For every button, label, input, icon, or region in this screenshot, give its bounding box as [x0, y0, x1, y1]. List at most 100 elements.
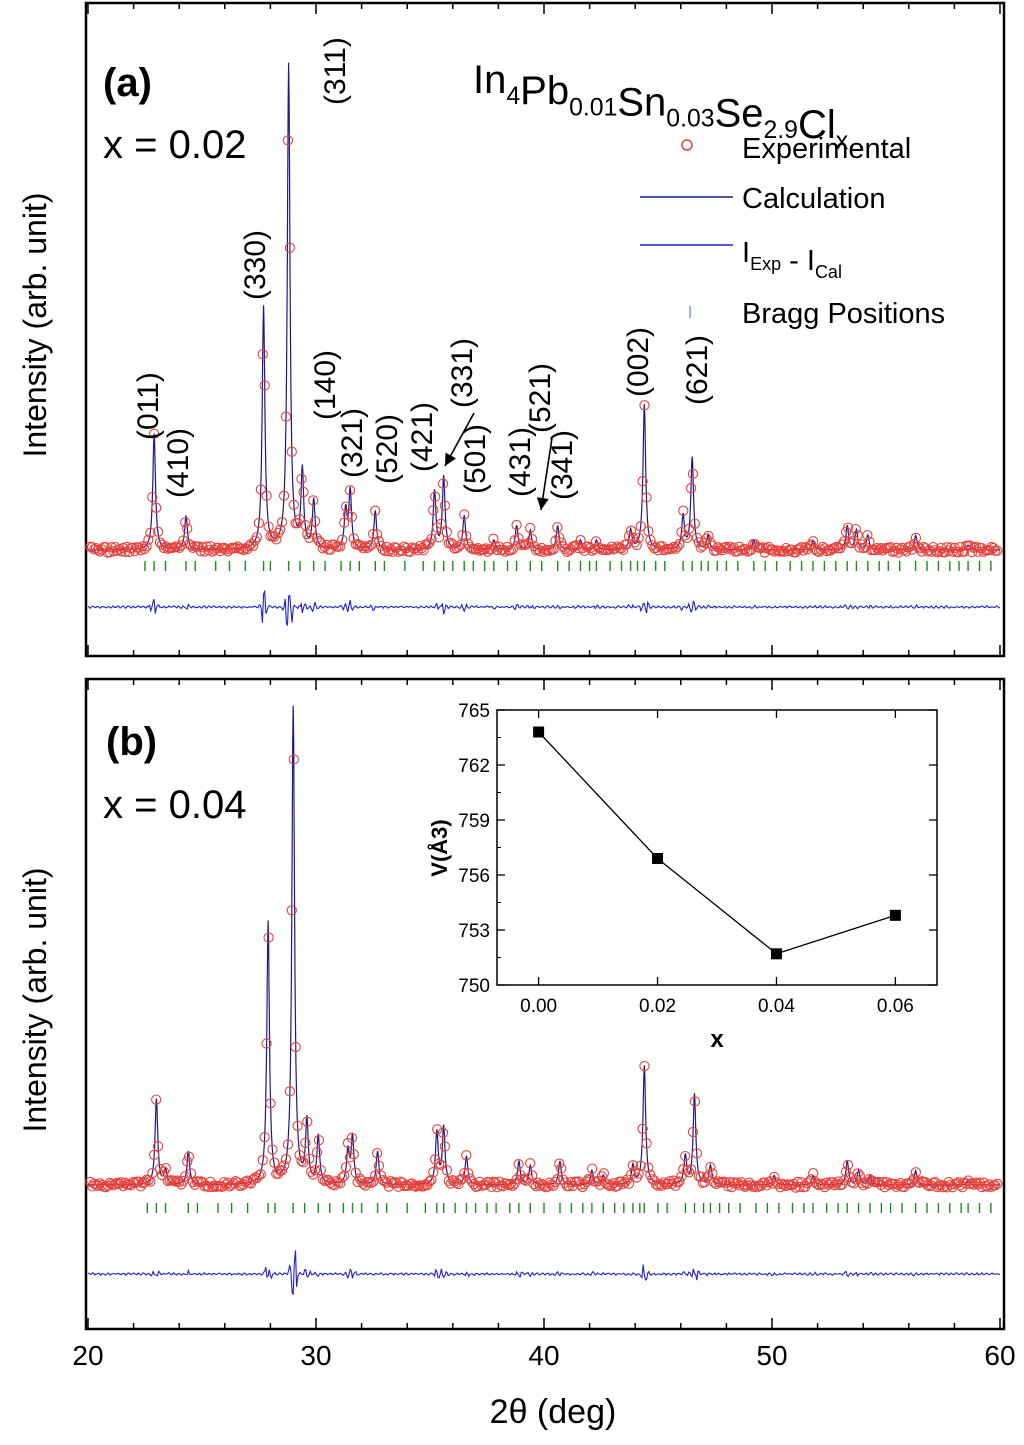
experimental-point — [284, 1086, 296, 1097]
inset-point — [533, 726, 545, 738]
experimental-point — [526, 534, 538, 545]
experimental-point — [344, 485, 356, 496]
experimental-point — [205, 1176, 216, 1187]
experimental-point — [290, 1041, 301, 1053]
experimental-point — [152, 526, 164, 537]
experimental-point — [631, 539, 642, 551]
experimental-point — [368, 1176, 379, 1187]
experimental-point — [885, 541, 896, 553]
experimental-point — [968, 1179, 980, 1190]
experimental-point — [154, 537, 166, 548]
inset-y-tick-label: 750 — [458, 976, 490, 997]
experimental-point — [970, 541, 982, 553]
hkl-label: (621) — [681, 335, 714, 405]
panel-a-bragg-ticks — [144, 561, 992, 571]
experimental-point — [459, 509, 470, 520]
experimental-point — [577, 1181, 588, 1193]
experimental-point — [480, 543, 491, 554]
experimental-point — [525, 522, 536, 534]
experimental-point — [453, 1178, 464, 1190]
experimental-point — [209, 1180, 220, 1191]
experimental-point — [587, 545, 598, 556]
experimental-point — [705, 1161, 716, 1173]
experimental-point — [183, 538, 195, 550]
experimental-point — [180, 517, 191, 528]
experimental-point — [368, 528, 379, 540]
hkl-label: (431) — [504, 427, 537, 497]
experimental-point — [172, 541, 183, 552]
experimental-point — [713, 1176, 724, 1187]
experimental-point — [282, 135, 294, 146]
experimental-point — [860, 541, 871, 553]
experimental-point — [635, 521, 646, 532]
experimental-point — [298, 1157, 309, 1168]
experimental-point — [433, 1158, 445, 1169]
experimental-point — [309, 516, 321, 527]
experimental-point — [294, 514, 305, 525]
experimental-point — [371, 1148, 383, 1159]
experimental-point — [265, 1098, 276, 1109]
experimental-point — [691, 532, 703, 543]
experimental-point — [625, 525, 637, 536]
experimental-point — [110, 1178, 121, 1190]
hkl-arrowhead — [445, 452, 457, 466]
experimental-point — [439, 500, 451, 511]
experimental-point — [340, 1162, 352, 1173]
experimental-point — [300, 1137, 311, 1148]
experimental-point — [854, 1170, 865, 1181]
experimental-point — [554, 532, 565, 543]
experimental-point — [247, 540, 259, 551]
experimental-point — [680, 1150, 691, 1162]
experimental-point — [238, 1179, 249, 1190]
experimental-point — [344, 1152, 356, 1163]
experimental-point — [837, 539, 848, 550]
inset-y-tick-label: 765 — [458, 701, 490, 722]
hkl-label: (140) — [309, 350, 342, 420]
experimental-point — [689, 518, 701, 529]
hkl-arrowhead — [536, 497, 549, 510]
experimental-point — [308, 1169, 319, 1180]
experimental-point — [309, 1164, 321, 1176]
experimental-point — [986, 541, 997, 553]
experimental-point — [276, 1165, 288, 1176]
legend-calculation-label: Calculation — [742, 183, 885, 215]
experimental-point — [943, 545, 954, 556]
experimental-point — [676, 1171, 687, 1182]
experimental-point — [464, 1173, 476, 1184]
experimental-point — [435, 1159, 447, 1171]
experimental-point — [251, 531, 263, 543]
experimental-point — [145, 527, 156, 538]
hkl-label: (321) — [336, 408, 369, 478]
experimental-point — [261, 1038, 272, 1049]
experimental-point — [180, 1171, 191, 1182]
experimental-point — [278, 1160, 290, 1171]
experimental-point — [747, 1181, 759, 1193]
experimental-point — [162, 543, 173, 555]
experimental-point — [242, 543, 253, 555]
experimental-point — [182, 1156, 193, 1167]
experimental-point — [461, 530, 472, 542]
inset-frame — [496, 709, 938, 986]
experimental-point — [552, 522, 563, 533]
experimental-point — [263, 521, 274, 532]
experimental-point — [255, 1169, 266, 1180]
experimental-point — [714, 543, 726, 554]
experimental-point — [90, 542, 102, 554]
experimental-point — [348, 533, 359, 544]
experimental-point — [463, 1168, 474, 1179]
experimental-point — [137, 541, 148, 552]
experimental-point — [168, 542, 179, 553]
experimental-point — [842, 522, 854, 533]
panel-a-formula: In4Pb0.01Sn0.03Se2.9Clx — [473, 58, 849, 155]
experimental-point — [278, 490, 290, 501]
experimental-point — [647, 1173, 658, 1185]
panel-b-bragg-ticks — [146, 1203, 992, 1213]
panel-b-y-axis-label: Intensity (arb. unit) — [17, 868, 53, 1133]
inset-volume-chart: 750 753 756 759 762 765 0.00 0.02 0.04 0.06 x V(Å… — [426, 701, 938, 1053]
experimental-point — [846, 538, 858, 549]
experimental-point — [296, 1155, 307, 1167]
experimental-point — [288, 499, 299, 510]
experimental-point — [637, 476, 648, 487]
inset-axes: 750 753 756 759 762 765 0.00 0.02 0.04 0.06 — [458, 701, 937, 1017]
experimental-point — [273, 1168, 284, 1179]
